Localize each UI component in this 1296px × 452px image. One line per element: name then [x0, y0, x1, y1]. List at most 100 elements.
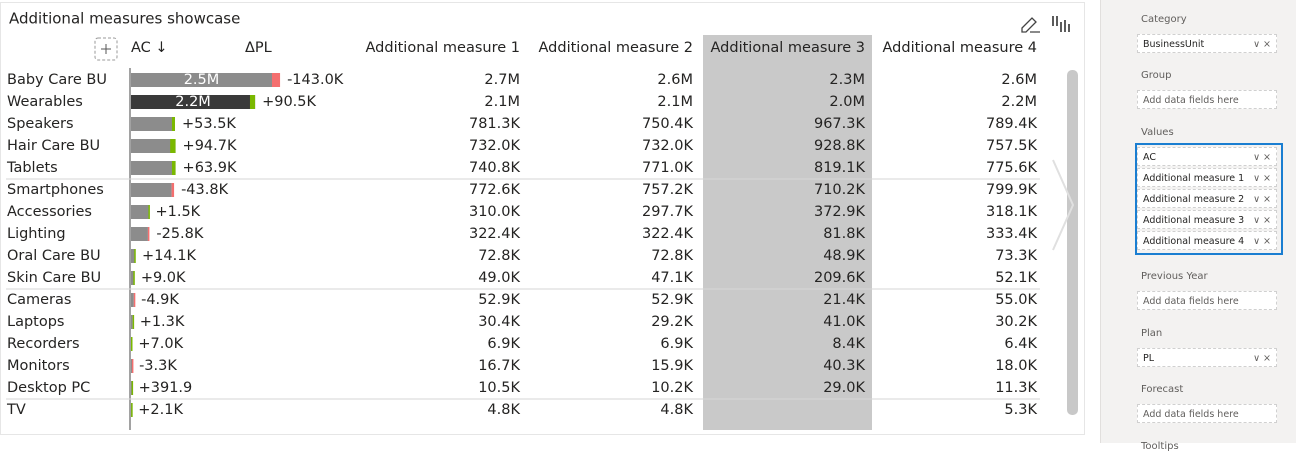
- measure-value: 8.4K: [832, 336, 865, 352]
- measure-value: 29.2K: [651, 314, 693, 330]
- ac-bar: [131, 249, 136, 263]
- measure-value: 72.8K: [651, 248, 693, 264]
- measure-value: 2.6M: [657, 72, 693, 88]
- next-arrow[interactable]: [1052, 159, 1075, 251]
- chart-icon[interactable]: [1052, 16, 1070, 32]
- measure-value: 40.3K: [823, 358, 865, 374]
- ac-bar: [131, 293, 134, 307]
- delta-bar: [132, 315, 135, 329]
- field-chip[interactable]: PL ∨ ×: [1137, 348, 1277, 367]
- delta-label: +391.9: [139, 380, 193, 396]
- measure-value: 333.4K: [986, 226, 1038, 242]
- measure-value: 732.0K: [642, 138, 694, 154]
- ac-bar: [131, 139, 176, 153]
- field-chip[interactable]: BusinessUnit ∨ ×: [1137, 34, 1277, 53]
- ac-bar: [131, 315, 133, 329]
- field-chip[interactable]: Additional measure 2 ∨ ×: [1137, 189, 1277, 208]
- well-label: Forecast: [1141, 384, 1184, 395]
- field-name: Additional measure 3: [1143, 215, 1245, 226]
- field-actions[interactable]: ∨ ×: [1253, 173, 1271, 184]
- row-label: TV: [6, 402, 26, 418]
- field-dropzone[interactable]: Add data fields here: [1137, 291, 1277, 310]
- table-visual: Additional measures showcase AC ↓ ΔPL Addi…: [0, 2, 1085, 435]
- delta-label: +2.1K: [138, 402, 183, 418]
- measure-value: 750.4K: [642, 116, 694, 132]
- delta-bar: [171, 161, 176, 175]
- column-header[interactable]: ΔPL: [245, 40, 272, 56]
- well-label: Plan: [1141, 328, 1163, 339]
- field-chip[interactable]: Additional measure 1 ∨ ×: [1137, 168, 1277, 187]
- edit-icon[interactable]: [1021, 17, 1040, 33]
- field-name: Additional measure 4: [1143, 236, 1245, 247]
- ac-bar: [131, 205, 149, 219]
- row-label: Speakers: [7, 116, 74, 132]
- field-actions[interactable]: ∨ ×: [1253, 353, 1271, 364]
- measure-value: 48.9K: [823, 248, 865, 264]
- measure-value: 73.3K: [995, 248, 1037, 264]
- row-label: Baby Care BU: [7, 72, 107, 88]
- column-header[interactable]: AC ↓: [131, 40, 168, 56]
- measure-value: 771.0K: [642, 160, 694, 176]
- delta-label: +7.0K: [138, 336, 183, 352]
- field-dropzone[interactable]: Add data fields here: [1137, 404, 1277, 423]
- field-name: PL: [1143, 353, 1155, 364]
- measure-value: 41.0K: [823, 314, 865, 330]
- measure-value: 967.3K: [814, 116, 866, 132]
- measure-value: 322.4K: [469, 226, 521, 242]
- row-label: Desktop PC: [7, 380, 90, 396]
- scrollbar[interactable]: [1067, 70, 1078, 415]
- selection-outline: [1135, 143, 1283, 255]
- well-label: Category: [1141, 14, 1187, 25]
- field-dropzone[interactable]: Add data fields here: [1137, 90, 1277, 109]
- delta-bar: [170, 139, 176, 153]
- measure-value: 10.2K: [651, 380, 693, 396]
- ac-bar: [131, 381, 132, 395]
- row-label: Lighting: [7, 226, 66, 242]
- measure-value: 55.0K: [995, 292, 1037, 308]
- measure-value: 209.6K: [814, 270, 866, 286]
- column-header[interactable]: Additional measure 3: [711, 40, 865, 56]
- visual-title: Additional measures showcase: [9, 10, 240, 28]
- delta-bar: [148, 205, 150, 219]
- field-name: Additional measure 2: [1143, 194, 1245, 205]
- column-header[interactable]: Additional measure 2: [539, 40, 693, 56]
- measure-value: 30.2K: [995, 314, 1037, 330]
- add-button[interactable]: [94, 37, 118, 61]
- field-chip[interactable]: AC ∨ ×: [1137, 147, 1277, 166]
- delta-label: +53.5K: [182, 116, 236, 132]
- field-actions[interactable]: ∨ ×: [1253, 215, 1271, 226]
- delta-label: +63.9K: [183, 160, 237, 176]
- measure-value: 710.2K: [814, 182, 866, 198]
- column-header[interactable]: Additional measure 1: [366, 40, 520, 56]
- add-icon: [101, 44, 111, 54]
- field-name: Additional measure 1: [1143, 173, 1245, 184]
- field-actions[interactable]: ∨ ×: [1253, 39, 1271, 50]
- row-label: Laptops: [7, 314, 64, 330]
- measure-value: 781.3K: [469, 116, 521, 132]
- field-chip[interactable]: Additional measure 4 ∨ ×: [1137, 231, 1277, 250]
- delta-bar: [133, 271, 135, 285]
- measure-value: 6.4K: [1004, 336, 1037, 352]
- field-chip[interactable]: Additional measure 3 ∨ ×: [1137, 210, 1277, 229]
- measure-value: 11.3K: [995, 380, 1037, 396]
- row-label: Skin Care BU: [7, 270, 101, 286]
- row-label: Tablets: [6, 160, 58, 176]
- measure-value: 297.7K: [642, 204, 694, 220]
- measure-value: 4.8K: [660, 402, 693, 418]
- field-actions[interactable]: ∨ ×: [1253, 152, 1271, 163]
- delta-label: +14.1K: [142, 248, 196, 264]
- measure-value: 30.4K: [478, 314, 520, 330]
- row-label: Smartphones: [7, 182, 104, 198]
- column-header[interactable]: Additional measure 4: [883, 40, 1037, 56]
- row-label: Wearables: [7, 94, 83, 110]
- measure-value: 2.0M: [829, 94, 865, 110]
- delta-bar: [272, 73, 281, 87]
- field-actions[interactable]: ∨ ×: [1253, 236, 1271, 247]
- field-pane: Category BusinessUnit ∨ × Group Add data fie…: [1100, 0, 1296, 452]
- field-actions[interactable]: ∨ ×: [1253, 194, 1271, 205]
- ac-bar: [131, 95, 256, 109]
- field-name: BusinessUnit: [1143, 39, 1205, 50]
- measure-value: 16.7K: [478, 358, 520, 374]
- delta-bar: [133, 293, 136, 307]
- measure-value: 322.4K: [642, 226, 694, 242]
